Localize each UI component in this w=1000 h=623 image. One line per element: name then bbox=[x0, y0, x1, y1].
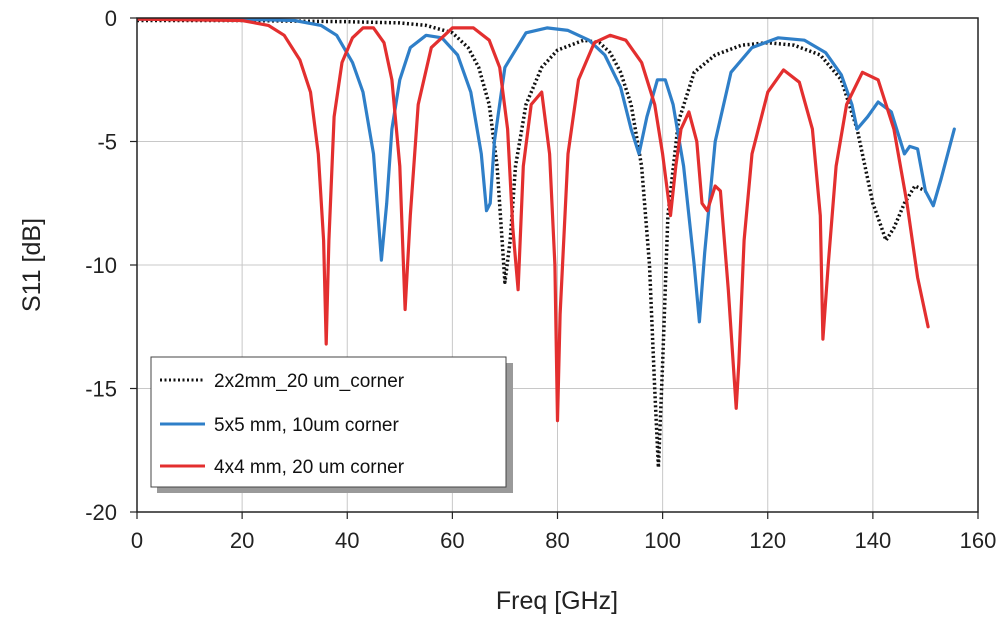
x-tick-label: 20 bbox=[230, 528, 254, 553]
x-tick-label: 40 bbox=[335, 528, 359, 553]
x-tick-label: 140 bbox=[855, 528, 892, 553]
x-tick-label: 60 bbox=[440, 528, 464, 553]
x-tick-label: 0 bbox=[131, 528, 143, 553]
y-tick-label: -10 bbox=[85, 253, 117, 278]
y-tick-label: -5 bbox=[97, 130, 117, 155]
x-tick-label: 80 bbox=[545, 528, 569, 553]
x-axis-ticks: 0 20 40 60 80 100 120 140 160 bbox=[131, 512, 996, 553]
series-line-2 bbox=[137, 18, 930, 423]
y-tick-label: -20 bbox=[85, 500, 117, 525]
x-tick-label: 100 bbox=[644, 528, 681, 553]
legend-label-2: 4x4 mm, 20 um corner bbox=[214, 457, 405, 478]
legend-label-1: 5x5 mm, 10um corner bbox=[214, 415, 399, 436]
series-line-1 bbox=[137, 18, 956, 324]
legend: 2x2mm_20 um_corner 5x5 mm, 10um corner 4… bbox=[150, 356, 513, 493]
x-axis-label: Freq [GHz] bbox=[496, 587, 618, 615]
series-group bbox=[137, 18, 956, 470]
y-axis-ticks: 0 -5 -10 -15 -20 bbox=[85, 6, 137, 525]
x-tick-label: 120 bbox=[749, 528, 786, 553]
y-axis-label: S11 [dB] bbox=[18, 218, 46, 312]
legend-box bbox=[150, 356, 507, 488]
legend-label-0: 2x2mm_20 um_corner bbox=[214, 371, 405, 392]
x-tick-label: 160 bbox=[960, 528, 997, 553]
y-tick-label: 0 bbox=[105, 6, 117, 31]
y-tick-label: -15 bbox=[85, 377, 117, 402]
